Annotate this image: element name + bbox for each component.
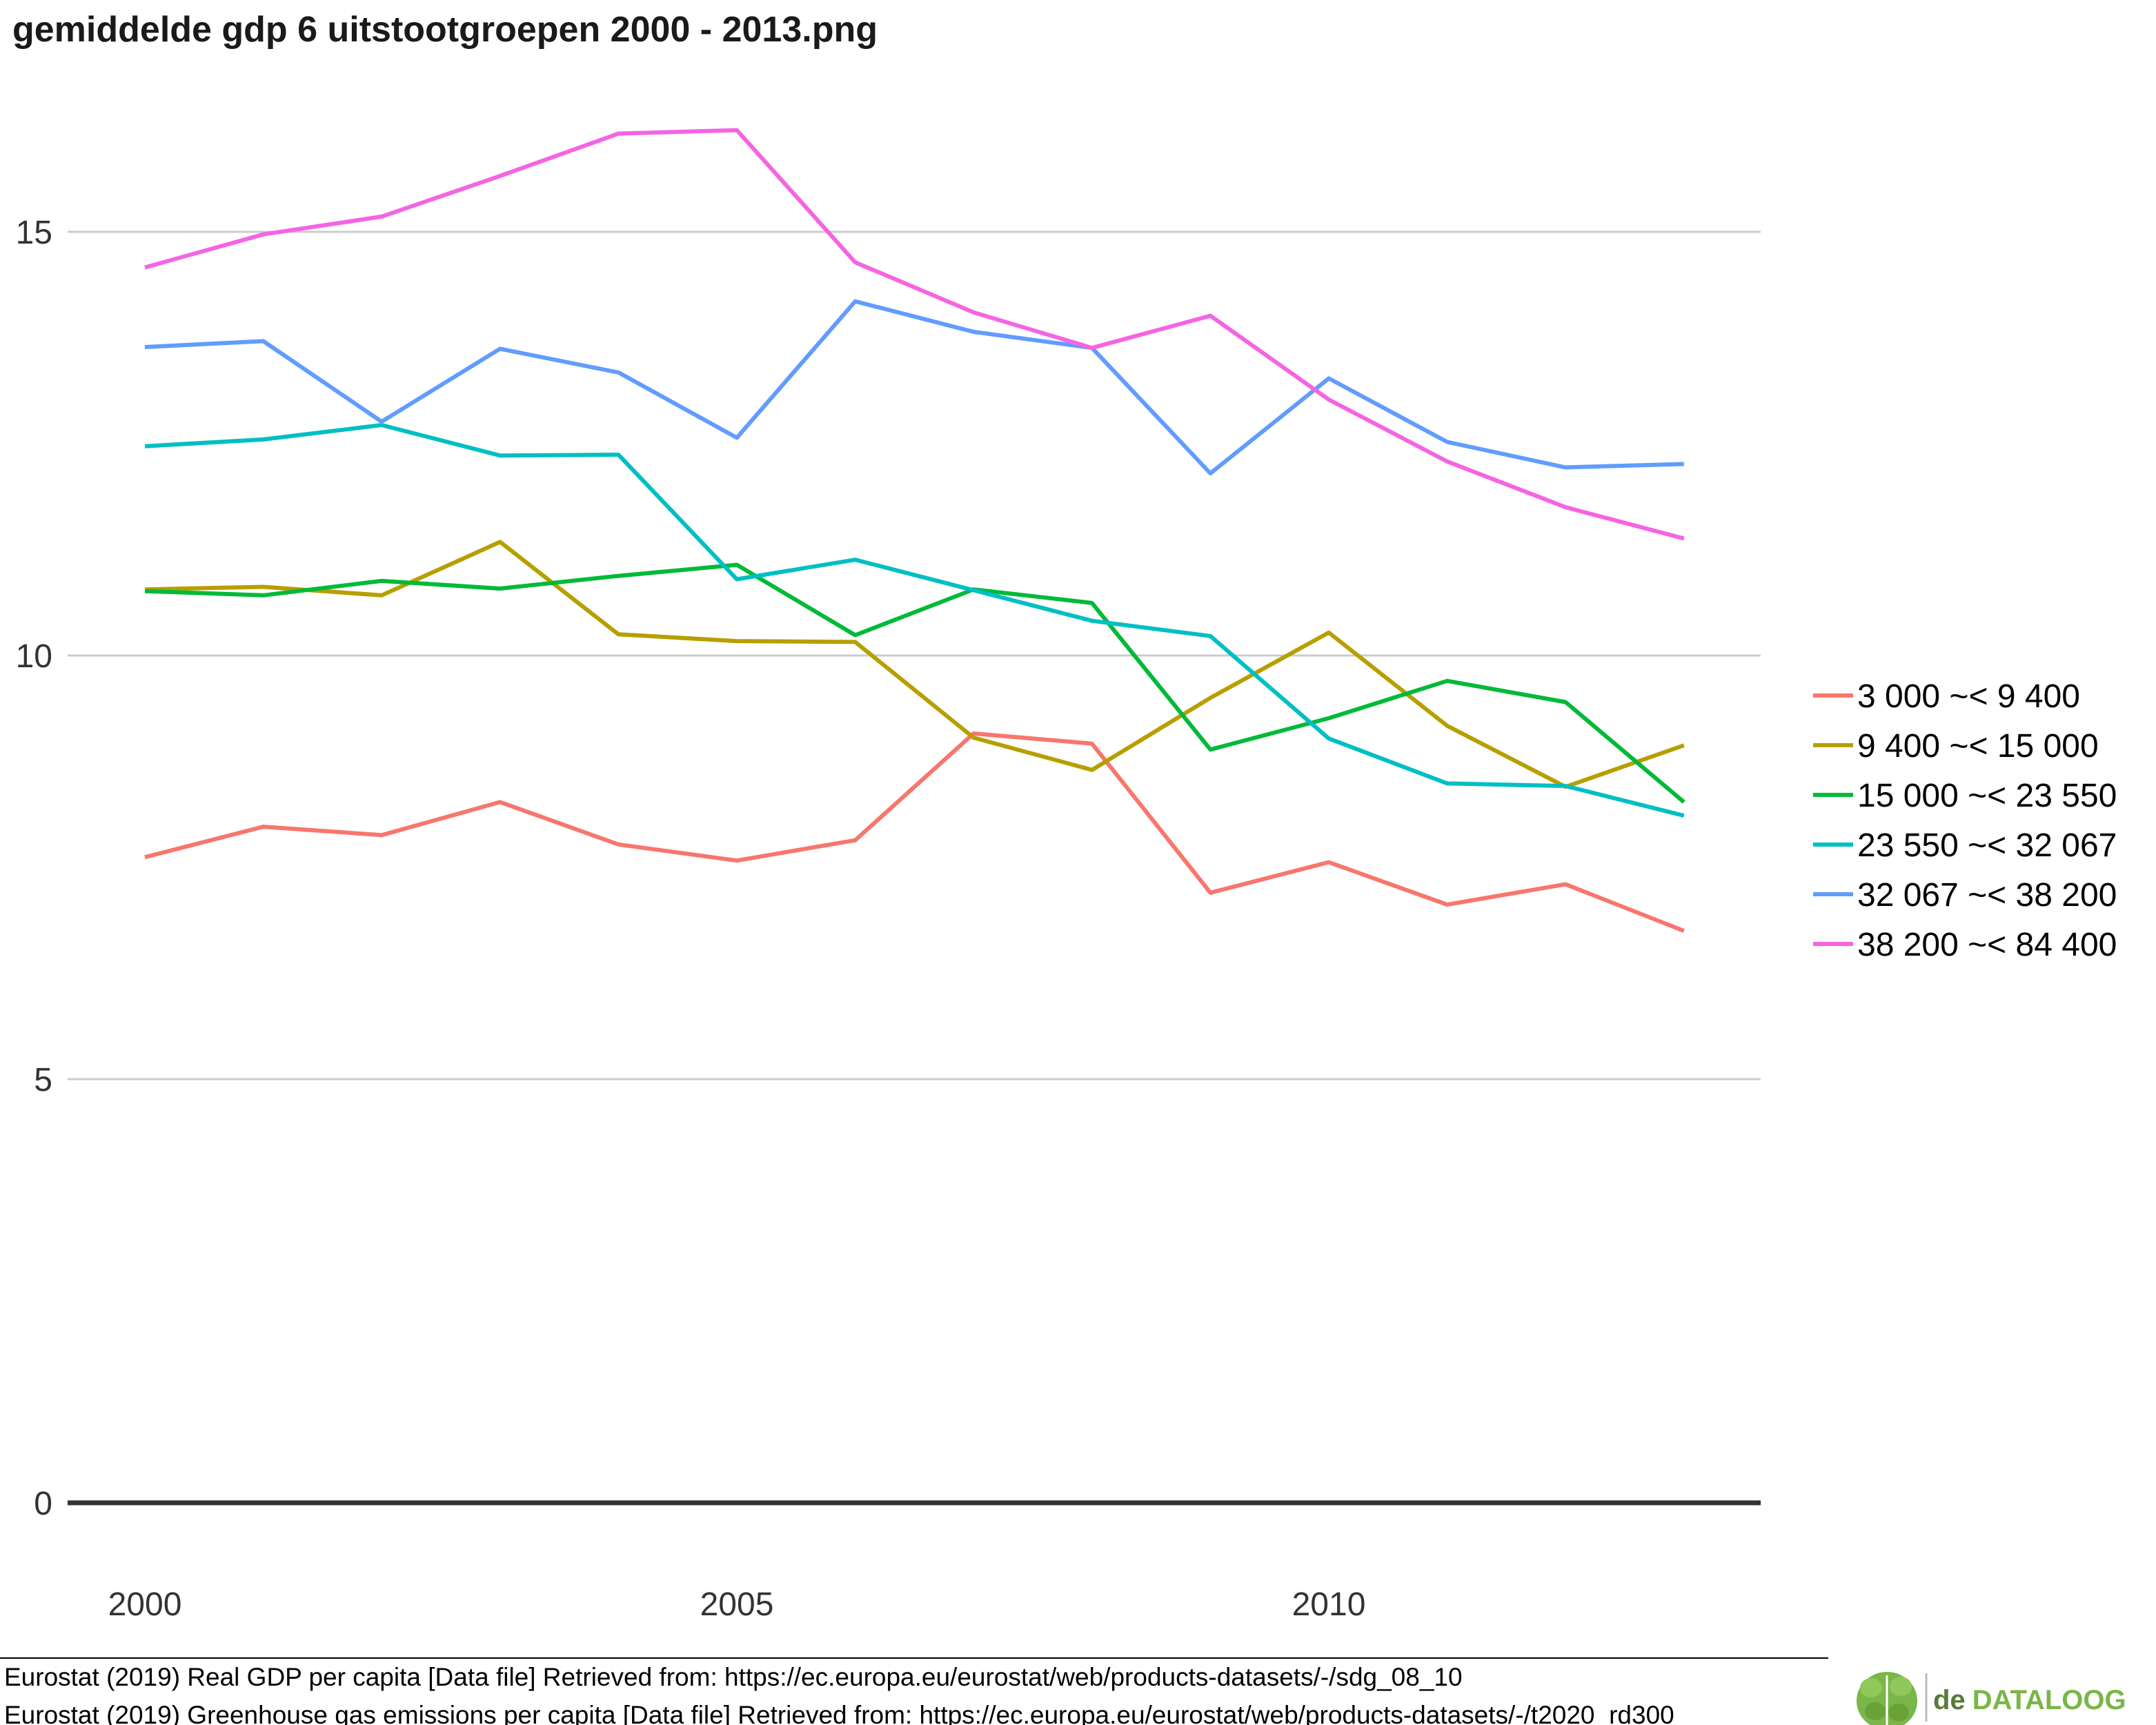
chart-title: gemiddelde gdp 6 uitstootgroepen 2000 - … — [12, 10, 878, 50]
y-axis: 0 5 10 15 — [16, 215, 52, 1522]
series-line-3 — [144, 562, 1685, 804]
legend-label: 3 000 ~< 9 400 — [1857, 678, 2080, 715]
x-axis: 2000 2005 2010 — [108, 1586, 1366, 1623]
series-line-6 — [144, 128, 1685, 541]
y-tick-label: 15 — [16, 215, 52, 251]
x-tick-label: 2010 — [1292, 1586, 1366, 1623]
legend: 3 000 ~< 9 400 9 400 ~< 15 000 15 000 ~< 2… — [1813, 678, 2117, 963]
legend-label: 23 550 ~< 32 067 — [1857, 827, 2117, 864]
x-tick-label: 2005 — [700, 1586, 774, 1623]
y-tick-label: 0 — [34, 1486, 52, 1522]
legend-label: 15 000 ~< 23 550 — [1857, 778, 2117, 814]
series-line-5 — [144, 299, 1684, 475]
series-line-4 — [144, 423, 1685, 818]
plot-area — [144, 128, 1685, 933]
brain-icon — [1857, 1672, 1917, 1725]
grid — [68, 230, 1761, 1506]
x-tick-label: 2000 — [108, 1586, 182, 1623]
logo-text: de DATALOOG — [1933, 1685, 2126, 1715]
y-tick-label: 5 — [34, 1062, 52, 1098]
legend-label: 9 400 ~< 15 000 — [1857, 728, 2099, 765]
caption-line-1: Eurostat (2019) Real GDP per capita [Dat… — [4, 1663, 1463, 1691]
y-tick-label: 10 — [16, 638, 52, 675]
legend-label: 32 067 ~< 38 200 — [1857, 877, 2117, 914]
caption-line-2: Eurostat (2019) Greenhouse gas emissions… — [4, 1701, 1674, 1725]
series-line-2 — [144, 540, 1685, 789]
legend-label: 38 200 ~< 84 400 — [1857, 927, 2117, 963]
series-line-1 — [144, 731, 1685, 933]
logo: de DATALOOG — [1828, 1656, 2156, 1725]
